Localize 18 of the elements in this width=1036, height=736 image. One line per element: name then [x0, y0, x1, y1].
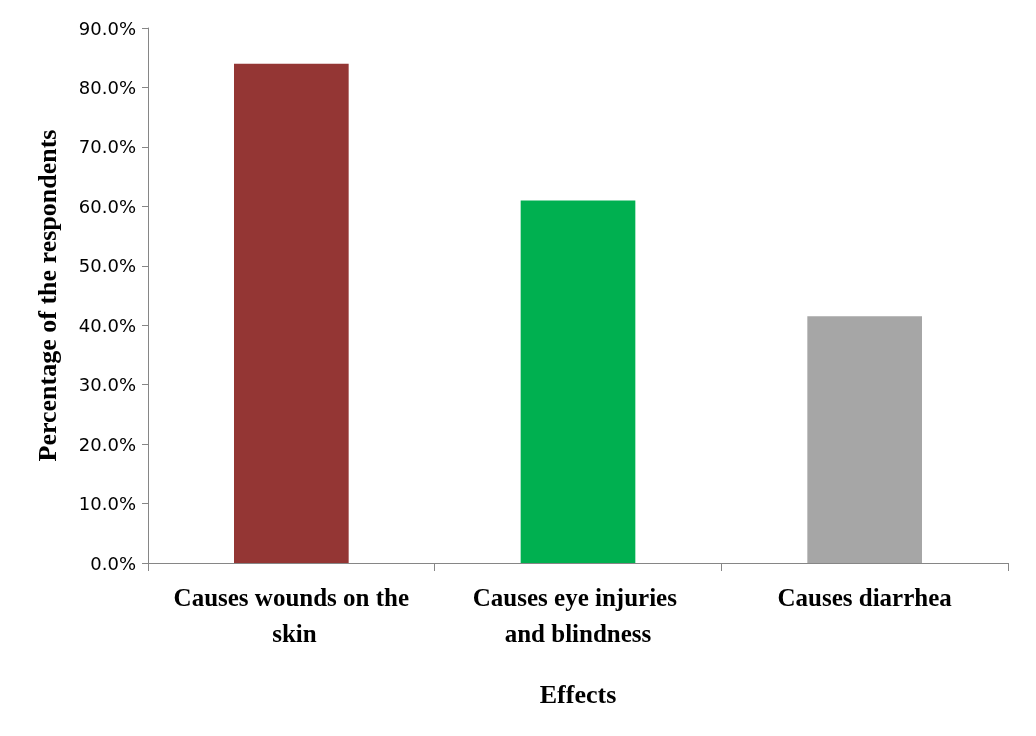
- bar: [234, 63, 349, 563]
- y-tick-label: 10.0%: [78, 493, 136, 515]
- x-tick-label: Causes wounds on the skin: [173, 583, 410, 647]
- bar: [807, 316, 922, 563]
- y-tick-label: 70.0%: [78, 136, 136, 158]
- y-axis-title: Percentage of the respondents: [32, 129, 62, 462]
- bar: [520, 200, 636, 563]
- x-tick-label: Causes eye injuries and blindness: [472, 583, 684, 647]
- y-tick-label: 20.0%: [78, 433, 136, 455]
- y-tick-label: 60.0%: [78, 195, 136, 217]
- x-tick-label: Causes diarrhea: [777, 583, 953, 611]
- y-tick-label: 90.0%: [78, 17, 136, 39]
- y-tick-label: 0.0%: [90, 552, 136, 574]
- y-tick-label: 40.0%: [78, 314, 136, 336]
- y-tick-label: 50.0%: [78, 255, 136, 277]
- x-axis-title: Effects: [539, 679, 617, 709]
- y-tick-label: 80.0%: [78, 76, 136, 98]
- y-tick-label: 30.0%: [78, 374, 136, 396]
